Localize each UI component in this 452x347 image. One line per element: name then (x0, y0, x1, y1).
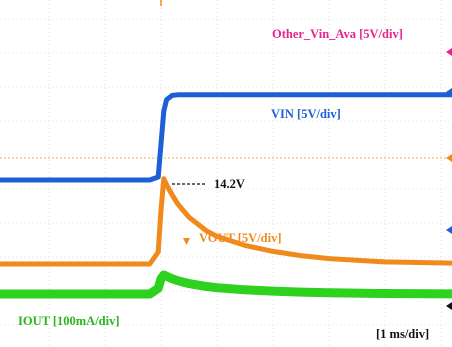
channel-level-marker (446, 154, 452, 162)
channel-level-marker (446, 302, 452, 310)
channel-level-marker (446, 226, 452, 234)
time-scale-label: [1 ms/div] (376, 327, 429, 341)
series-label-vout: VOUT [5V/div] (199, 231, 282, 245)
channel-markers (446, 48, 452, 310)
trace-vout (0, 176, 452, 267)
trace-iout (0, 270, 452, 299)
trace-vin (0, 92, 452, 183)
vout-marker-arrow (183, 238, 190, 245)
channel-level-marker (446, 88, 452, 96)
series-label-iout: IOUT [100mA/div] (18, 314, 120, 328)
channel-level-marker (446, 48, 452, 56)
series-label-other-vin: Other_Vin_Ava [5V/div] (272, 27, 403, 41)
peak-voltage-annotation: 14.2V (214, 177, 245, 191)
series-label-vin: VIN [5V/div] (271, 107, 341, 121)
traces (0, 92, 452, 299)
